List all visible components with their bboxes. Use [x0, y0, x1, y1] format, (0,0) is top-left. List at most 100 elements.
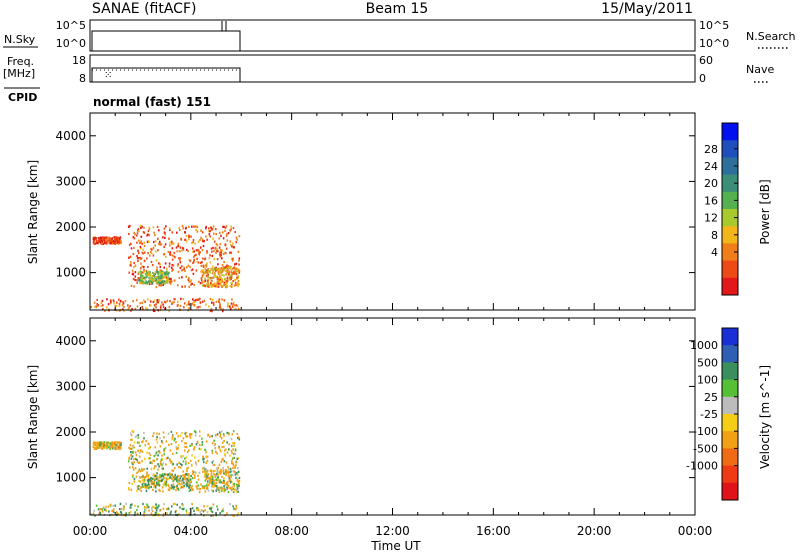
range-gate-cell: [238, 436, 240, 439]
range-gate-cell: [171, 247, 174, 250]
range-gate-cell: [152, 254, 155, 257]
range-gate-cell: [220, 307, 222, 310]
range-gate-cell: [136, 509, 138, 512]
range-gate-cell: [192, 250, 194, 253]
range-gate-cell: [188, 303, 190, 306]
range-gate-cell: [229, 486, 231, 490]
range-gate-cell: [211, 481, 214, 484]
range-gate-cell: [112, 446, 114, 449]
range-gate-cell: [100, 236, 103, 239]
range-gate-cell: [205, 235, 207, 238]
range-gate-cell: [215, 300, 218, 303]
range-gate-cell: [130, 453, 132, 457]
range-gate-cell: [214, 272, 216, 275]
range-gate-cell: [113, 300, 115, 303]
range-gate-cell: [189, 507, 191, 510]
range-gate-cell: [219, 278, 221, 281]
range-gate-cell: [138, 455, 141, 458]
range-gate-cell: [107, 303, 110, 306]
range-gate-cell: [184, 227, 187, 230]
range-gate-cell: [232, 280, 234, 283]
range-gate-cell: [127, 460, 130, 463]
cpid-label: CPID: [8, 91, 37, 104]
range-gate-cell: [188, 259, 191, 262]
range-gate-cell: [230, 276, 233, 279]
range-gate-cell: [105, 237, 108, 240]
range-gate-cell: [101, 445, 103, 448]
range-gate-cell: [207, 434, 209, 437]
range-gate-cell: [219, 253, 221, 256]
range-gate-cell: [235, 273, 238, 276]
range-gate-cell: [216, 508, 219, 511]
range-gate-cell: [188, 285, 190, 288]
range-gate-cell: [146, 472, 148, 475]
range-gate-cell: [131, 503, 133, 506]
range-gate-cell: [140, 226, 142, 230]
range-gate-cell: [151, 480, 153, 483]
range-gate-cell: [170, 487, 173, 490]
range-gate-cell: [227, 468, 230, 471]
range-gate-cell: [128, 306, 130, 309]
range-gate-cell: [146, 257, 148, 260]
range-gate-cell: [115, 241, 118, 244]
range-gate-cell: [159, 437, 161, 440]
range-gate-cell: [173, 298, 175, 301]
range-gate-cell: [103, 441, 105, 444]
range-gate-cell: [219, 512, 221, 515]
range-gate-cell: [217, 299, 220, 302]
range-gate-cell: [177, 263, 179, 266]
range-gate-cell: [141, 485, 144, 488]
range-gate-cell: [93, 441, 96, 444]
range-gate-cell: [157, 463, 159, 466]
range-gate-cell: [210, 268, 212, 271]
range-gate-cell: [232, 487, 235, 490]
range-gate-cell: [212, 470, 215, 473]
range-gate-cell: [229, 276, 231, 279]
range-gate-cell: [237, 270, 239, 273]
range-gate-cell: [211, 250, 213, 253]
range-gate-cell: [216, 248, 219, 251]
range-gate-cell: [137, 505, 139, 508]
range-gate-cell: [162, 431, 165, 434]
range-gate-cell: [191, 502, 193, 506]
range-gate-cell: [169, 280, 171, 283]
range-gate-cell: [221, 271, 223, 274]
range-gate-cell: [123, 309, 125, 313]
range-gate-cell: [208, 483, 210, 487]
range-gate-cell: [188, 476, 191, 479]
range-gate-cell: [222, 280, 224, 283]
range-gate-cell: [128, 271, 131, 274]
range-gate-cell: [201, 275, 204, 278]
range-gate-cell: [159, 306, 162, 309]
range-gate-cell: [182, 486, 185, 489]
range-gate-cell: [201, 284, 204, 287]
range-gate-cell: [179, 261, 182, 264]
range-gate-cell: [216, 250, 219, 253]
range-gate-cell: [149, 457, 151, 460]
range-gate-cell: [172, 475, 174, 478]
range-gate-cell: [124, 300, 127, 303]
range-gate-cell: [209, 481, 211, 485]
range-gate-cell: [118, 441, 121, 444]
range-gate-cell: [211, 265, 214, 268]
range-gate-cell: [213, 273, 216, 276]
range-gate-cell: [131, 455, 134, 458]
range-gate-cell: [201, 274, 204, 277]
range-gate-cell: [114, 305, 117, 308]
range-gate-cell: [105, 306, 108, 309]
range-gate-cell: [134, 435, 137, 439]
range-gate-cell: [160, 474, 163, 477]
range-gate-cell: [167, 250, 170, 253]
range-gate-cell: [202, 269, 204, 272]
range-gate-cell: [205, 263, 208, 267]
range-gate-cell: [142, 299, 145, 302]
range-gate-cell: [236, 478, 239, 481]
range-gate-cell: [172, 480, 174, 483]
x-tick-label: 12:00: [375, 524, 410, 538]
range-gate-cell: [214, 269, 216, 272]
range-gate-cell: [152, 278, 154, 281]
range-gate-cell: [113, 447, 115, 450]
range-gate-cell: [210, 514, 212, 517]
range-gate-cell: [148, 280, 150, 283]
range-gate-cell: [109, 302, 112, 305]
